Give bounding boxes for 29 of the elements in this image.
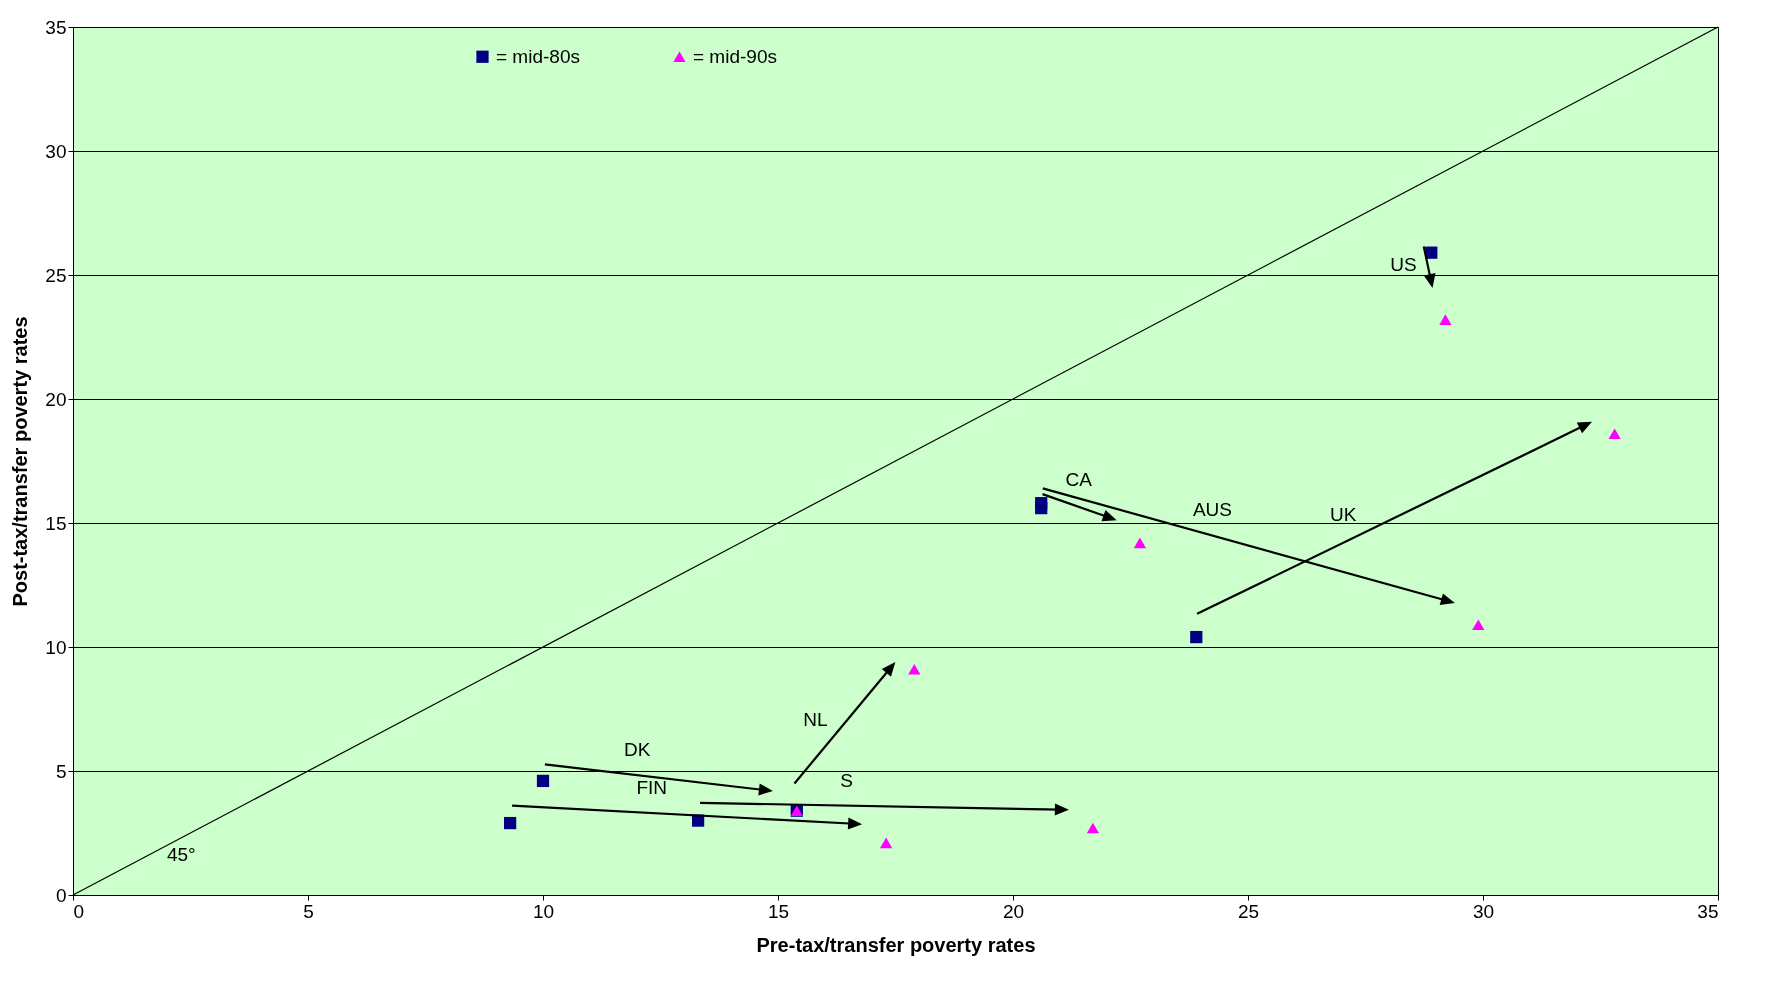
legend-label: = mid-90s [693,45,777,67]
y-tick-label: 5 [55,760,67,782]
x-tick-label: 5 [303,900,314,922]
x-tick-label: 15 [767,900,790,922]
annotation: CA [1065,469,1093,491]
annotation: NL [803,708,828,730]
x-tick-label: 10 [532,900,555,922]
x-tick-label: 35 [1697,900,1719,922]
x-axis-title: Pre-tax/transfer poverty rates [756,933,1036,956]
annotation: 45° [166,843,196,865]
y-tick-label: 20 [45,388,67,410]
y-axis-title: Post-tax/transfer poverty rates [9,316,32,607]
legend-label: = mid-80s [496,45,580,67]
y-tick-label: 15 [45,512,67,534]
x-tick-label: 0 [73,900,85,922]
y-tick-label: 25 [45,264,67,286]
y-tick-label: 30 [45,140,67,162]
x-tick-label: 30 [1472,900,1495,922]
y-tick-label: 0 [55,884,67,906]
annotation: S [840,769,853,791]
x-tick-label: 25 [1237,900,1260,922]
annotation: UK [1329,504,1357,526]
annotation: DK [624,739,651,760]
annotation: FIN [636,777,668,799]
annotation: US [1390,254,1417,276]
x-tick-label: 20 [1002,900,1025,922]
y-tick-label: 10 [45,636,67,658]
y-tick-label: 35 [45,16,67,38]
annotation: AUS [1192,498,1233,520]
